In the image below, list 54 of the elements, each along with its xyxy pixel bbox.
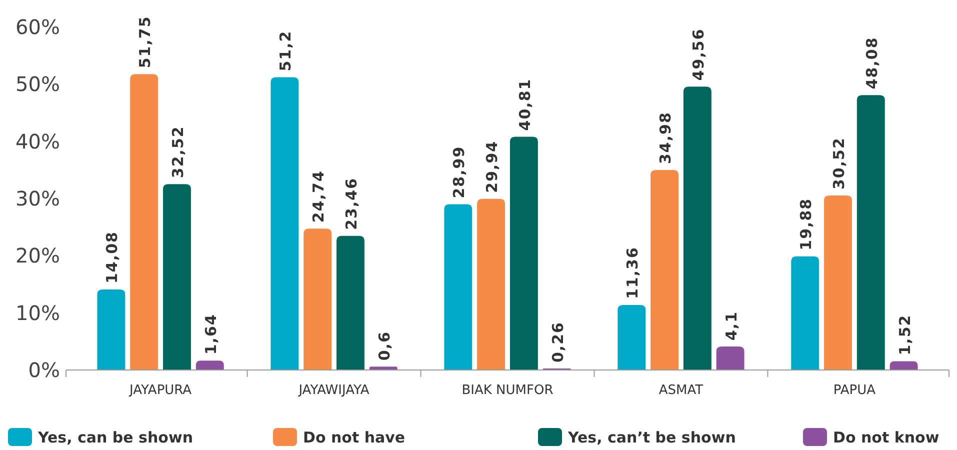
data-label: 19,88 (797, 198, 816, 250)
bar (510, 136, 538, 370)
y-tick-label: 10% (16, 300, 60, 325)
data-label: 29,94 (483, 140, 502, 193)
data-label: 1,52 (896, 314, 914, 356)
data-label: 40,81 (516, 78, 534, 131)
data-label: 24,74 (310, 170, 328, 223)
data-label: 1,64 (202, 314, 220, 355)
bar (650, 170, 679, 370)
x-tick-label: ASMAT (658, 383, 704, 398)
bar (304, 228, 332, 370)
bar (130, 74, 158, 370)
y-tick-label: 50% (16, 72, 60, 96)
x-tick-label: BIAK NUMFOR (462, 383, 554, 398)
legend-label: Do not have (303, 428, 406, 446)
bar (856, 95, 885, 370)
data-label: 14,08 (103, 231, 122, 284)
y-tick-label: 20% (16, 244, 60, 268)
bar (791, 256, 820, 370)
data-label: 4,1 (722, 310, 740, 341)
legend-label: Yes, can be shown (37, 428, 194, 446)
x-tick-label: JAYAPURA (128, 383, 192, 398)
bar (683, 86, 712, 370)
data-label: 28,99 (450, 146, 468, 198)
data-label: 0,26 (548, 322, 567, 363)
data-label: 23,46 (342, 177, 360, 230)
data-label: 51,75 (136, 16, 154, 68)
data-label: 48,08 (862, 36, 881, 90)
bar (890, 361, 918, 370)
data-label: 32,52 (168, 126, 187, 178)
data-label: 0,6 (375, 330, 394, 361)
legend-label: Yes, can’t be shown (567, 428, 736, 446)
bar (336, 236, 364, 370)
y-tick-label: 30% (16, 186, 60, 210)
x-tick-label: PAPUA (833, 383, 876, 398)
data-label: 51,2 (276, 30, 295, 72)
y-tick-label: 60% (16, 15, 60, 39)
bar (824, 196, 852, 370)
data-label: 34,98 (656, 112, 675, 164)
y-tick-label: 0% (28, 358, 60, 382)
data-label: 30,52 (830, 137, 848, 190)
bar (97, 290, 126, 370)
bar (444, 204, 472, 370)
y-tick-label: 40% (16, 129, 60, 154)
bar (618, 305, 646, 370)
bar (716, 346, 744, 370)
bar (196, 360, 224, 370)
bar (270, 77, 299, 370)
bar (477, 198, 506, 370)
legend-label: Do not know (833, 428, 940, 446)
data-label: 11,36 (624, 246, 642, 300)
x-tick-label: JAYAWIJAYA (298, 383, 370, 398)
bar (163, 184, 191, 370)
data-label: 49,56 (689, 28, 708, 81)
